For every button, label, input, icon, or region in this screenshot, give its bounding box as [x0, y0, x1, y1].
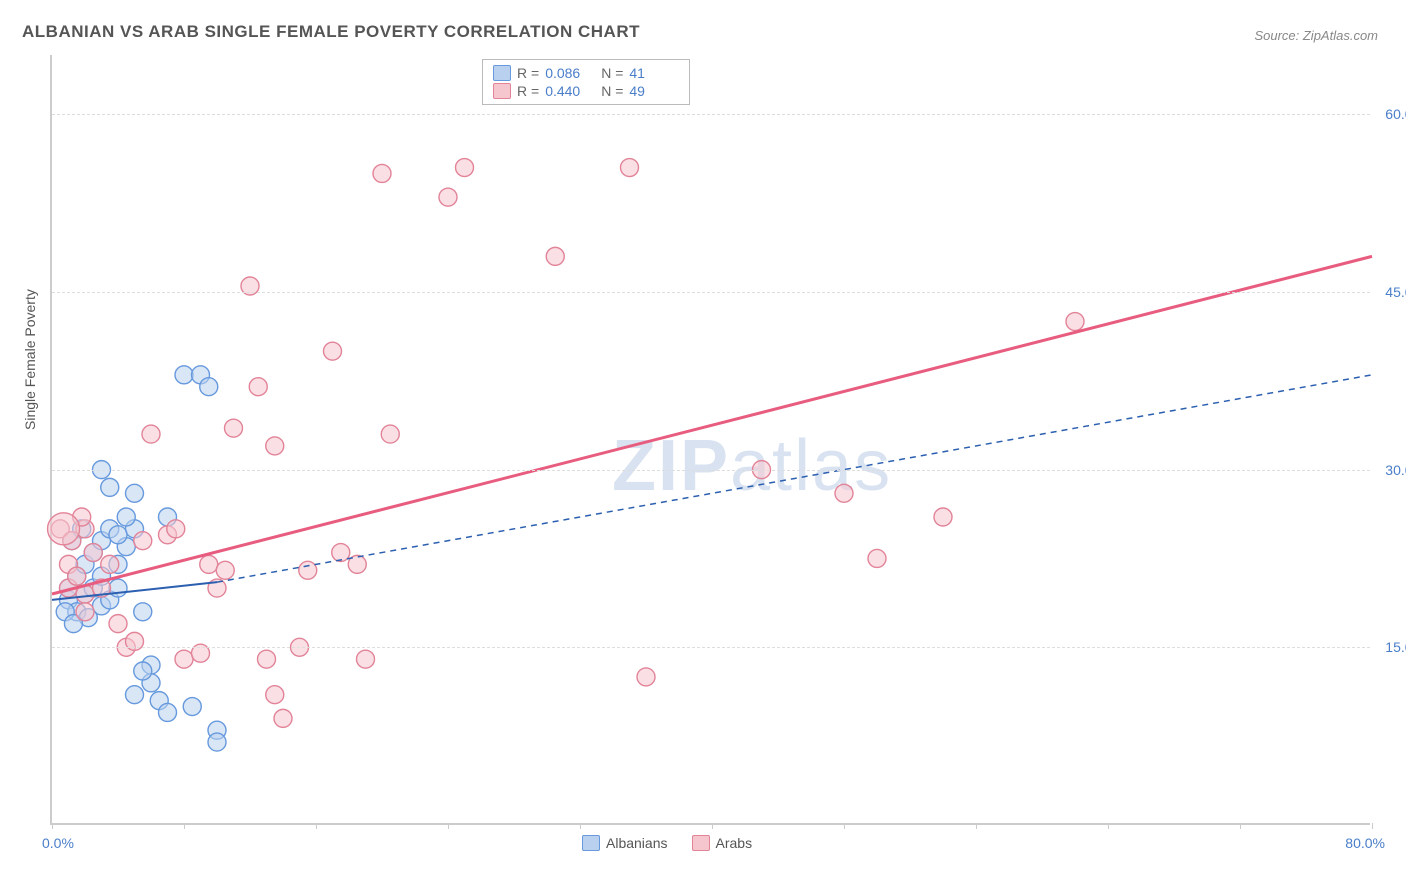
x-tick [976, 823, 977, 829]
legend-swatch-albanians [582, 835, 600, 851]
y-tick-label: 45.0% [1385, 284, 1406, 300]
gridline [52, 292, 1370, 293]
n-label: N = [601, 83, 623, 99]
x-tick [1240, 823, 1241, 829]
x-tick [52, 823, 53, 829]
swatch-arabs [493, 83, 511, 99]
n-value-arabs: 49 [629, 83, 679, 99]
y-tick-label: 60.0% [1385, 106, 1406, 122]
x-tick [844, 823, 845, 829]
legend-item-arabs: Arabs [692, 835, 753, 851]
legend-item-albanians: Albanians [582, 835, 668, 851]
x-tick [580, 823, 581, 829]
x-tick [184, 823, 185, 829]
x-tick [448, 823, 449, 829]
swatch-albanians [493, 65, 511, 81]
scatter-chart [52, 55, 1372, 825]
n-value-albanians: 41 [629, 65, 679, 81]
stats-row-arabs: R = 0.440 N = 49 [493, 82, 679, 100]
r-value-albanians: 0.086 [545, 65, 595, 81]
legend-label-albanians: Albanians [606, 835, 668, 851]
gridline [52, 470, 1370, 471]
gridline [52, 647, 1370, 648]
series-legend: Albanians Arabs [582, 835, 752, 851]
legend-label-arabs: Arabs [716, 835, 753, 851]
y-tick-label: 15.0% [1385, 639, 1406, 655]
x-tick-max: 80.0% [1345, 835, 1385, 851]
r-label: R = [517, 65, 539, 81]
source-label: Source: ZipAtlas.com [1254, 28, 1378, 43]
n-label: N = [601, 65, 623, 81]
y-axis-label: Single Female Poverty [22, 289, 38, 430]
r-label: R = [517, 83, 539, 99]
plot-area: ZIPatlas R = 0.086 N = 41 R = 0.440 N = … [50, 55, 1370, 825]
x-tick [316, 823, 317, 829]
legend-swatch-arabs [692, 835, 710, 851]
x-tick [1108, 823, 1109, 829]
stats-legend: R = 0.086 N = 41 R = 0.440 N = 49 [482, 59, 690, 105]
x-tick [712, 823, 713, 829]
x-tick-min: 0.0% [42, 835, 74, 851]
y-tick-label: 30.0% [1385, 462, 1406, 478]
gridline [52, 114, 1370, 115]
stats-row-albanians: R = 0.086 N = 41 [493, 64, 679, 82]
chart-title: ALBANIAN VS ARAB SINGLE FEMALE POVERTY C… [22, 22, 640, 42]
x-tick [1372, 823, 1373, 829]
r-value-arabs: 0.440 [545, 83, 595, 99]
